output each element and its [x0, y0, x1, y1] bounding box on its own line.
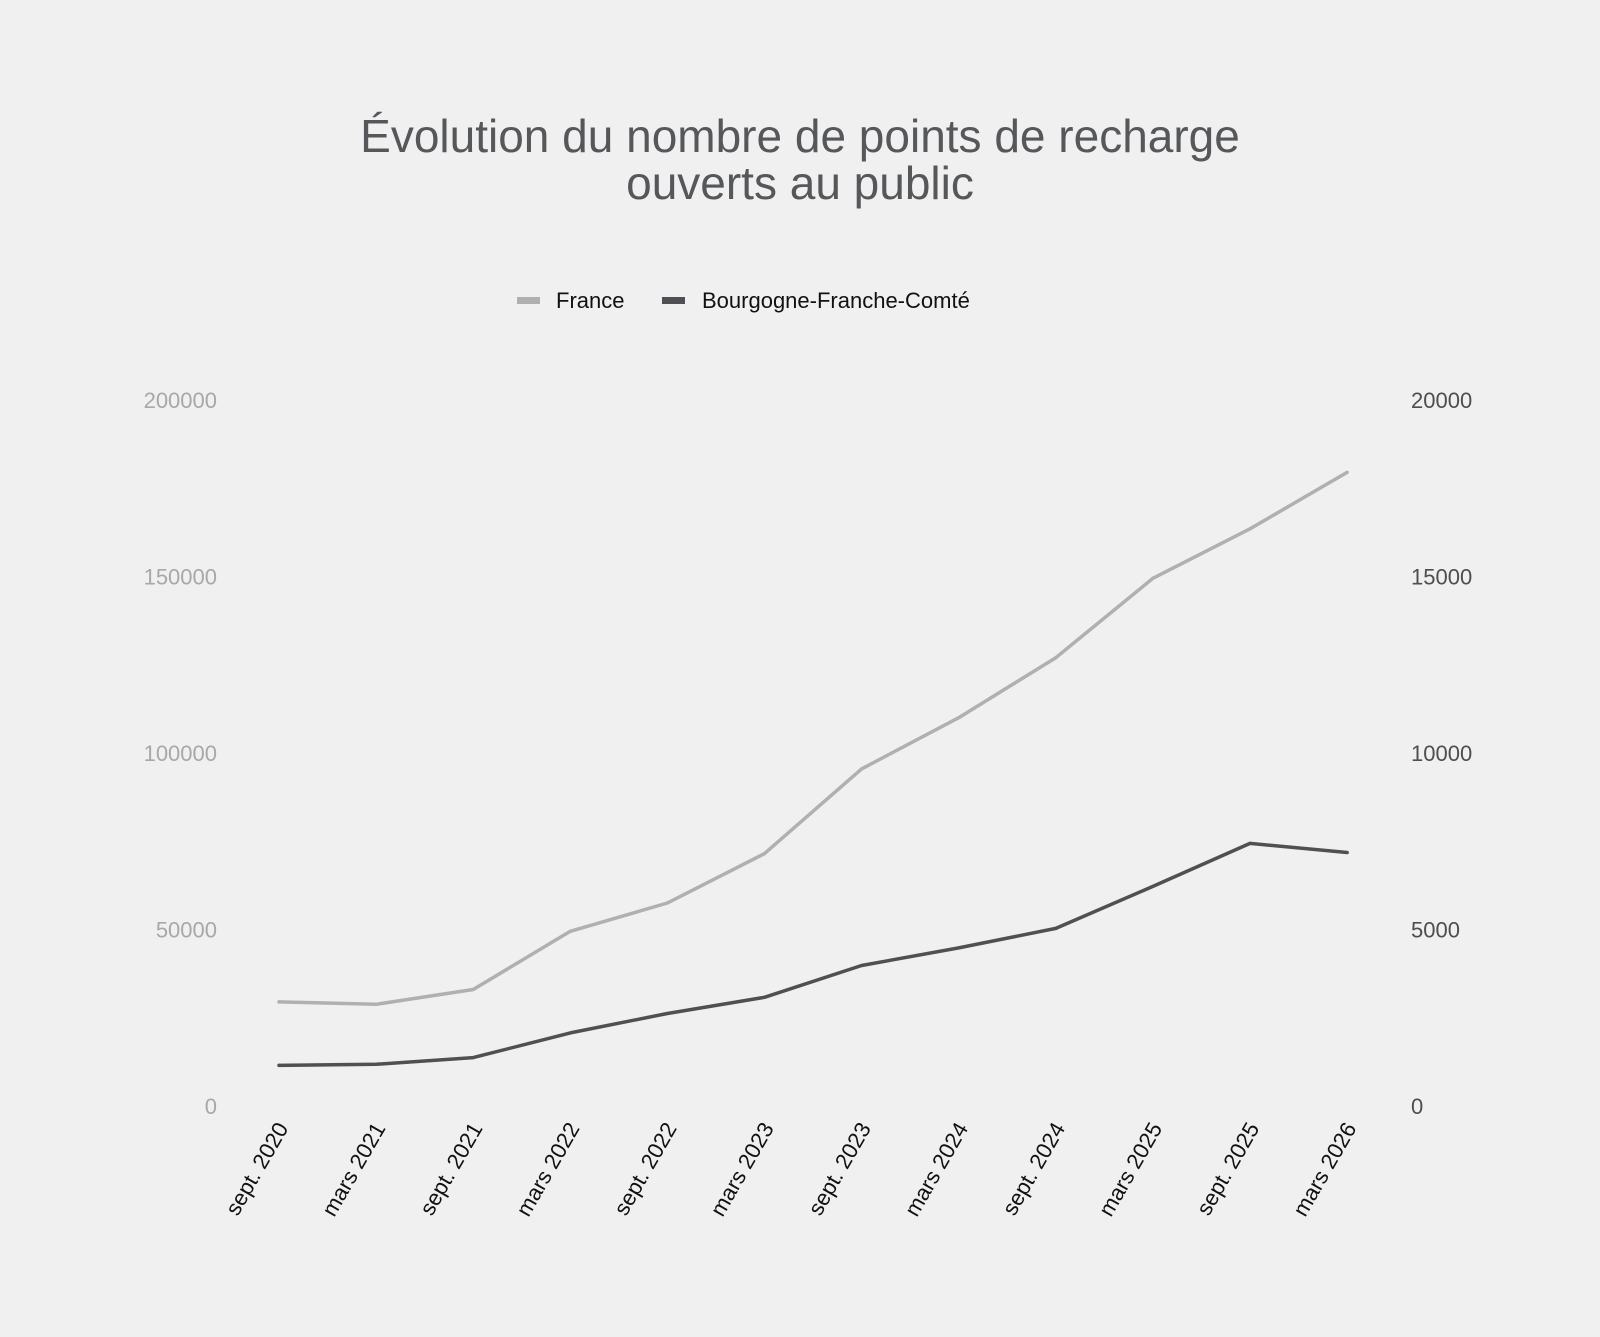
x-axis-tick-label: sept. 2024 [997, 1118, 1070, 1219]
x-axis-tick-label: sept. 2022 [609, 1118, 682, 1219]
chart-title-line-1: Évolution du nombre de points de recharg… [360, 110, 1240, 162]
right-axis-tick-label: 5000 [1411, 918, 1460, 943]
data-point-bourgogne-franche-comte[interactable] [665, 1011, 670, 1016]
x-axis-tick-label: sept. 2020 [220, 1118, 293, 1219]
data-point-bourgogne-franche-comte[interactable] [1248, 841, 1252, 845]
data-point-france[interactable] [568, 929, 572, 933]
x-axis-tick-label: mars 2023 [705, 1118, 779, 1221]
chart-title: Évolution du nombre de points de recharg… [360, 110, 1240, 209]
data-point-france[interactable] [471, 987, 475, 992]
data-point-france[interactable] [277, 1000, 281, 1004]
data-point-bourgogne-franche-comte[interactable] [1345, 850, 1349, 855]
data-point-france[interactable] [957, 716, 961, 720]
legend-label: France [556, 288, 624, 313]
data-point-bourgogne-franche-comte[interactable] [860, 963, 864, 968]
legend-label: Bourgogne-Franche-Comté [702, 288, 970, 313]
x-axis-tick-label: mars 2025 [1094, 1118, 1168, 1221]
data-point-france[interactable] [860, 767, 864, 771]
left-axis-tick-label: 50000 [156, 918, 217, 943]
left-y-axis: 0 50000 100000 150000 200000 [144, 388, 217, 1119]
legend-item-bourgogne-franche-comte[interactable]: Bourgogne-Franche-Comté [662, 288, 970, 313]
data-point-bourgogne-franche-comte[interactable] [471, 1056, 475, 1060]
right-axis-tick-label: 0 [1411, 1094, 1423, 1119]
data-point-france[interactable] [1248, 527, 1252, 531]
x-axis-tick-label: mars 2024 [899, 1118, 973, 1221]
right-y-axis: 0 5000 10000 15000 20000 [1411, 388, 1472, 1119]
legend-swatch [662, 297, 685, 304]
data-point-france[interactable] [1345, 470, 1349, 474]
left-axis-tick-label: 100000 [144, 741, 217, 766]
left-axis-tick-label: 200000 [144, 388, 217, 413]
x-axis-tick-label: sept. 2021 [415, 1118, 488, 1219]
data-point-bourgogne-franche-comte[interactable] [374, 1062, 378, 1066]
legend: France Bourgogne-Franche-Comté [517, 288, 970, 313]
series-line-france [277, 470, 1349, 1007]
left-axis-tick-label: 150000 [144, 565, 217, 590]
data-point-bourgogne-franche-comte[interactable] [277, 1063, 281, 1068]
legend-item-france[interactable]: France [517, 288, 624, 313]
x-axis-tick-label: sept. 2025 [1191, 1118, 1264, 1219]
x-axis-tick-label: mars 2021 [317, 1118, 391, 1221]
x-axis-tick-label: sept. 2023 [803, 1118, 876, 1219]
legend-swatch [517, 297, 540, 304]
series-lines [277, 470, 1349, 1068]
series-line-bourgogne-franche-comte [277, 841, 1349, 1068]
data-point-bourgogne-franche-comte[interactable] [762, 995, 767, 999]
x-axis-tick-label: mars 2022 [511, 1118, 585, 1221]
data-point-france[interactable] [1054, 656, 1058, 660]
data-point-france[interactable] [374, 1002, 378, 1006]
data-point-france[interactable] [1151, 576, 1155, 580]
data-point-france[interactable] [665, 901, 670, 905]
data-point-bourgogne-franche-comte[interactable] [1151, 884, 1155, 889]
right-axis-tick-label: 10000 [1411, 741, 1472, 766]
data-point-france[interactable] [762, 852, 767, 856]
x-axis-tick-label: mars 2026 [1288, 1118, 1362, 1221]
right-axis-tick-label: 20000 [1411, 388, 1472, 413]
data-point-bourgogne-franche-comte[interactable] [1054, 926, 1058, 931]
left-axis-tick-label: 0 [205, 1094, 217, 1119]
right-axis-tick-label: 15000 [1411, 565, 1472, 590]
data-point-bourgogne-franche-comte[interactable] [957, 946, 961, 950]
chart-title-line-2: ouverts au public [626, 157, 974, 209]
data-point-bourgogne-franche-comte[interactable] [568, 1031, 572, 1035]
x-axis: sept. 2020 mars 2021 sept. 2021 mars 2022 se… [220, 1118, 1361, 1221]
